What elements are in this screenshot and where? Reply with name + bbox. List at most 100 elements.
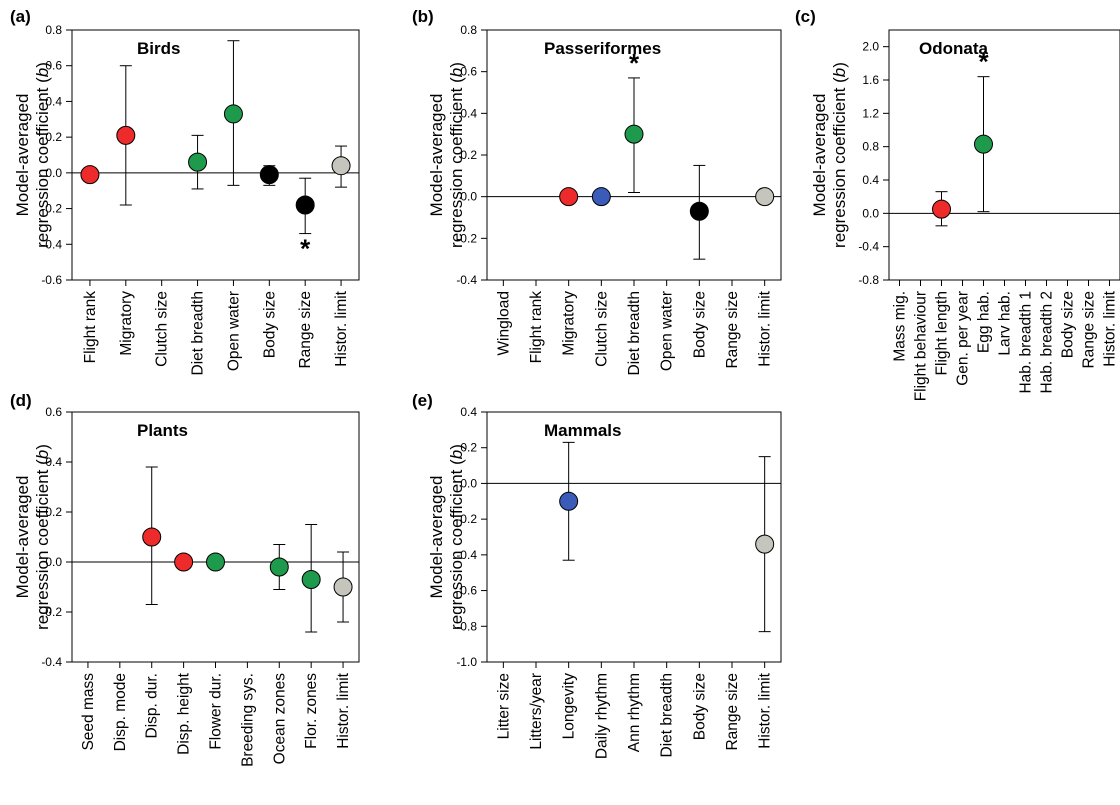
- panel-e-category-label: Histor. limit: [757, 672, 774, 748]
- panel-a-category-label: Clutch size: [154, 291, 171, 367]
- panel-c-ytick-label: 0.8: [862, 140, 879, 154]
- panel-e-plot-frame: [486, 411, 782, 663]
- panel-e-category-label: Ann rhythm: [626, 673, 643, 752]
- panel-d-point: [269, 557, 289, 577]
- panel-b-y-axis-label-line2: regression coefficient (b): [447, 62, 466, 248]
- panel-b-category-label: Body size: [691, 291, 708, 358]
- panel-e: (e) Mammals 0.4 0.2 0.0 -0.2 -0.4 -0.6 -0.8 -1.0 M…: [412, 391, 782, 759]
- panel-b-y-axis-label: Model-averagedregression coefficient (b): [427, 62, 466, 248]
- panel-e-category-label: Diet breadth: [659, 673, 676, 757]
- panel-d-y-axis-label-line1: Model-averaged: [13, 476, 32, 599]
- panel-a-y-axis-label-line1: Model-averaged: [13, 94, 32, 217]
- panel-b-category-label: Range size: [724, 291, 741, 369]
- panel-c-point: [932, 199, 951, 219]
- panel-d-category-label: Ocean zones: [271, 673, 288, 765]
- panel-c-category-label: Hab. breadth 2: [1039, 291, 1056, 394]
- panel-b-point: [559, 187, 579, 207]
- panel-d: (d) Plants 0.6 0.4 0.2 0.0 -0.2 -0.4 Model-avera…: [10, 391, 360, 767]
- panel-c-y-axis-label-symbol: b: [830, 68, 849, 77]
- panel-e-category-label: Range size: [724, 673, 741, 751]
- panel-a-point: [259, 165, 279, 185]
- panel-b-category-label: Histor. limit: [757, 290, 774, 366]
- panel-e-category-label: Longevity: [561, 673, 578, 740]
- panel-e-y-axis-label-line1: Model-averaged: [427, 476, 446, 599]
- panel-d-category-label: Seed mass: [80, 673, 97, 751]
- panel-b-ytick-label: 0.2: [460, 148, 477, 162]
- panel-c-ytick-label: 1.6: [862, 73, 879, 87]
- panel-a-y-axis-label-line2: regression coefficient (b): [33, 62, 52, 248]
- panel-b-point: [755, 187, 775, 207]
- panel-c-significance-marker: *: [978, 47, 989, 77]
- panel-d-point: [206, 552, 225, 572]
- panel-a-ytick-label: 0.8: [45, 23, 62, 37]
- panel-b-category-label: Open water: [659, 291, 676, 371]
- panel-e-y-axis-label: Model-averagedregression coefficient (b): [427, 444, 466, 630]
- panel-c-category-label: Gen. per year: [955, 291, 972, 386]
- panel-a-ytick-label: 0.4: [45, 94, 62, 108]
- panel-b-category-label: Diet breadth: [626, 291, 643, 375]
- panel-c-category-label: Range size: [1081, 291, 1098, 369]
- panel-d-ytick-label: 0.4: [45, 455, 62, 469]
- panel-a-category-label: Open water: [225, 291, 242, 371]
- panel-d-point: [142, 527, 162, 547]
- panel-e-ytick-label: 0.2: [460, 441, 477, 455]
- panel-a-y-axis-label: Model-averagedregression coefficient (b): [13, 62, 52, 248]
- panel-d-y-axis-label-symbol: b: [33, 450, 52, 459]
- panel-d-point: [301, 570, 321, 589]
- panel-b-ytick-label: -0.2: [456, 231, 477, 245]
- panel-c-y-axis-label-line2: regression coefficient (b): [830, 62, 849, 248]
- panel-c-category-label: Flight length: [934, 291, 951, 375]
- panel-c-title: Odonata: [919, 39, 988, 58]
- panel-a-ytick-label: 0.6: [45, 59, 62, 73]
- panel-b-title: Passeriformes: [544, 39, 661, 58]
- panel-d-y-axis-label-line2: regression coefficient (b): [33, 444, 52, 630]
- panel-a-ytick-label: 0.0: [45, 166, 62, 180]
- panel-d-ytick-label: -0.4: [41, 655, 62, 669]
- panel-b-category-label: Migratory: [561, 291, 578, 356]
- panel-d-point: [333, 577, 353, 597]
- panel-d-plot-frame: [71, 411, 360, 663]
- panel-d-ytick-label: -0.2: [41, 605, 62, 619]
- panel-a-y-axis-label-symbol: b: [33, 68, 52, 77]
- panel-d-ytick-label: 0.0: [45, 555, 62, 569]
- panel-b-y-axis-label-symbol: b: [447, 68, 466, 77]
- panel-c-ytick-label: 2.0: [862, 40, 879, 54]
- panel-c-category-label: Flight behaviour: [913, 291, 930, 401]
- panel-c-label: (c): [795, 7, 816, 26]
- panel-c-category-label: Mass mig.: [892, 291, 909, 362]
- panel-a-point: [223, 104, 243, 124]
- panel-e-label: (e): [412, 391, 433, 410]
- panel-a-category-label: Diet breadth: [190, 291, 207, 375]
- panel-b-ytick-label: 0.4: [460, 106, 477, 120]
- panel-d-title: Plants: [137, 421, 188, 440]
- panel-a-ytick-label: -0.2: [41, 202, 62, 216]
- panel-c-ytick-label: 1.2: [862, 106, 879, 120]
- panel-e-y-axis-label-symbol: b: [447, 450, 466, 459]
- panel-b-label: (b): [412, 7, 434, 26]
- panel-d-category-label: Histor. limit: [335, 672, 352, 748]
- panel-c-category-label: Histor. limit: [1102, 290, 1119, 366]
- panel-e-category-label: Litters/year: [528, 673, 545, 750]
- panel-a-title: Birds: [137, 39, 180, 58]
- panel-d-category-label: Flor. zones: [303, 673, 320, 749]
- panel-e-ytick-label: 0.0: [460, 476, 477, 490]
- panel-b-category-label: Flight rank: [528, 291, 545, 364]
- panel-e-y-axis-label-line2: regression coefficient (b): [447, 444, 466, 630]
- panel-b-point: [591, 187, 611, 207]
- panel-a-ytick-label: -0.4: [41, 237, 62, 251]
- panel-a-category-label: Flight rank: [82, 291, 99, 364]
- panel-d-ytick-label: 0.2: [45, 505, 62, 519]
- panel-a-point: [295, 195, 315, 215]
- panel-d-y-axis-label: Model-averagedregression coefficient (b): [13, 444, 52, 630]
- panel-e-ytick-label: -0.8: [456, 619, 477, 633]
- panel-c-ytick-label: -0.4: [858, 240, 879, 254]
- panel-a-significance-marker: *: [300, 234, 311, 264]
- panel-a-label: (a): [10, 7, 31, 26]
- panel-c-y-axis-label-line1: Model-averaged: [810, 94, 829, 217]
- panel-e-ytick-label: 0.4: [460, 405, 477, 419]
- panel-e-ytick-label: -0.6: [456, 584, 477, 598]
- panel-e-point: [559, 491, 579, 511]
- panel-a-category-label: Migratory: [118, 291, 135, 356]
- panel-e-category-label: Body size: [691, 673, 708, 740]
